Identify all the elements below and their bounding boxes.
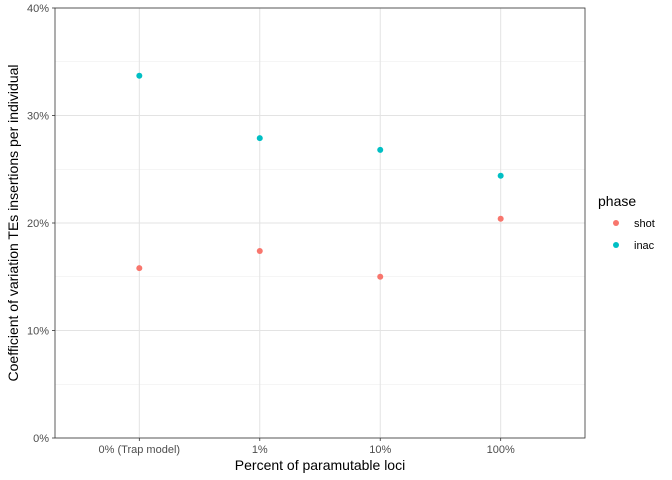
- data-points: [136, 72, 504, 280]
- legend-label-shot: shot: [634, 218, 655, 230]
- y-tick-label: 30%: [27, 111, 49, 123]
- data-point-shot: [497, 215, 504, 222]
- x-tick-label: 100%: [487, 444, 515, 456]
- minor-gridlines: [55, 61, 585, 385]
- legend-label-inac: inac: [634, 240, 655, 252]
- legend-key-shot: [613, 220, 619, 226]
- legend: phase shot inac: [598, 193, 655, 252]
- major-gridlines: [55, 7, 585, 439]
- data-point-shot: [136, 265, 143, 272]
- y-tick-label: 0%: [33, 433, 49, 445]
- y-axis-ticks: 0% 10% 20% 30% 40%: [27, 3, 55, 445]
- y-tick-label: 40%: [27, 3, 49, 15]
- y-tick-label: 10%: [27, 326, 49, 338]
- data-point-inac: [497, 172, 504, 179]
- x-tick-label: 0% (Trap model): [99, 444, 181, 456]
- x-axis-title: Percent of paramutable loci: [235, 457, 405, 473]
- data-point-inac: [256, 135, 263, 142]
- legend-title: phase: [598, 193, 636, 209]
- data-point-inac: [136, 72, 143, 79]
- y-axis-title: Coefficient of variation TEs insertions …: [5, 65, 21, 382]
- x-tick-label: 10%: [369, 444, 391, 456]
- data-point-inac: [377, 146, 384, 153]
- x-tick-label: 1%: [252, 444, 268, 456]
- data-point-shot: [377, 273, 384, 280]
- data-point-shot: [256, 247, 263, 254]
- x-axis-ticks: 0% (Trap model) 1% 10% 100%: [99, 438, 515, 456]
- y-tick-label: 20%: [27, 218, 49, 230]
- legend-key-inac: [613, 242, 619, 248]
